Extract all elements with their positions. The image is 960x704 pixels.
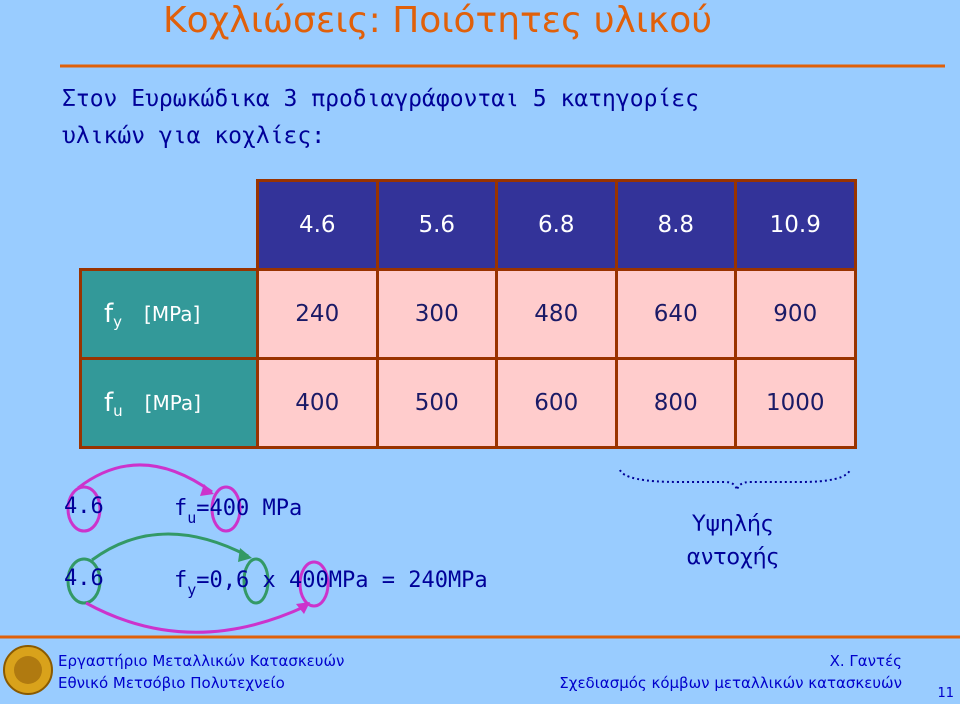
value-cell: 600 [495, 357, 618, 449]
row-label: f y [MPa] [79, 268, 259, 360]
symbol: f [104, 388, 114, 418]
circle-grade [66, 557, 102, 605]
symbol: f [104, 299, 114, 329]
subscript: y [113, 313, 123, 331]
header-cell: 5.6 [375, 179, 498, 271]
arrowhead [200, 484, 214, 496]
footer-lab: Εργαστήριο Μεταλλικών Κατασκευών [58, 652, 345, 670]
value-cell: 480 [495, 268, 618, 360]
expression: =400 MPa [196, 496, 303, 521]
unit: [MPa] [144, 391, 201, 415]
value-cell: 500 [375, 357, 498, 449]
header-cell: 8.8 [614, 179, 737, 271]
intro-line: Στον Ευρωκώδικα 3 προδιαγράφονται 5 κατη… [62, 86, 699, 112]
row-label: f u [MPa] [79, 357, 259, 449]
circle-digit [242, 557, 270, 605]
footer-course: Σχεδιασμός κόμβων μεταλλικών κατασκευών [559, 674, 902, 692]
value-cell: 300 [375, 268, 498, 360]
unit: [MPa] [144, 302, 201, 326]
arrowhead [296, 602, 310, 614]
subscript: u [113, 402, 123, 420]
header-cell: 4.6 [256, 179, 379, 271]
annotation: Υψηλής [692, 512, 774, 537]
expression: =0,6 x 400MPa = 240MPa [196, 568, 488, 593]
intro-line: υλικών για κοχλίες: [62, 123, 326, 149]
symbol: f [174, 568, 188, 593]
arrow [77, 463, 213, 494]
formula: fu=400 MPa [174, 496, 303, 527]
brace [619, 469, 851, 491]
logo-inner [14, 656, 42, 684]
grade: 4.6 [64, 494, 104, 519]
value-cell: 900 [734, 268, 857, 360]
value-cell: 800 [614, 357, 737, 449]
annotation: αντοχής [686, 545, 780, 570]
symbol: f [174, 496, 188, 521]
circle-grade [66, 485, 102, 533]
footer-author: Χ. Γαντές [829, 652, 902, 670]
grade: 4.6 [64, 566, 104, 591]
arrow [91, 532, 249, 562]
formula: fy=0,6 x 400MPa = 240MPa [174, 568, 488, 599]
subscript: y [187, 581, 197, 599]
page-number: 11 [937, 686, 954, 701]
footer-university: Εθνικό Μετσόβιο Πολυτεχνείο [58, 674, 285, 692]
arrow [85, 601, 307, 634]
value-cell: 1000 [734, 357, 857, 449]
arrowhead [238, 548, 252, 562]
value-cell: 240 [256, 268, 379, 360]
header-cell: 6.8 [495, 179, 618, 271]
title: Κοχλιώσεις: Ποιότητες υλικού [163, 0, 713, 41]
circle-digit [210, 485, 242, 533]
value-cell: 400 [256, 357, 379, 449]
subscript: u [187, 509, 197, 527]
value-cell: 640 [614, 268, 737, 360]
circle-digit [298, 560, 330, 608]
header-cell: 10.9 [734, 179, 857, 271]
